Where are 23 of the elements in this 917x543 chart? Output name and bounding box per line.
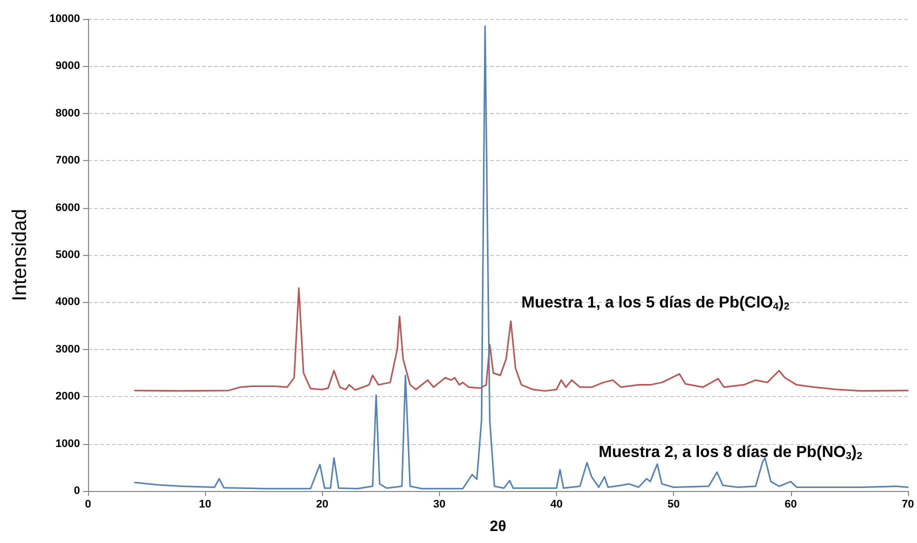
y-tick-label: 6000 xyxy=(56,202,80,214)
y-axis-title: Intensidad xyxy=(9,208,31,302)
x-tick-label: 60 xyxy=(784,498,797,510)
y-tick-label: 4000 xyxy=(56,296,80,308)
x-tick-label: 10 xyxy=(199,498,212,510)
y-tick-label: 1000 xyxy=(56,438,80,450)
y-tick-label: 3000 xyxy=(56,343,80,356)
x-tick-label: 20 xyxy=(316,498,328,510)
x-tick-label: 70 xyxy=(902,498,914,510)
x-tick-label: 30 xyxy=(433,498,446,510)
y-tick-label: 8000 xyxy=(56,107,80,120)
x-tick-label: 50 xyxy=(668,498,680,510)
x-tick-label: 0 xyxy=(84,498,92,510)
y-tick-label: 0 xyxy=(74,485,80,497)
y-tick-label: 7000 xyxy=(56,154,80,167)
line-series xyxy=(134,25,909,490)
y-tick-label: 9000 xyxy=(56,60,80,72)
y-tick-label: 2000 xyxy=(56,390,80,403)
y-tick-label: 5000 xyxy=(56,249,80,261)
line-series xyxy=(134,287,909,392)
y-tick-label: 10000 xyxy=(49,13,80,25)
x-axis-title: 2θ xyxy=(490,518,506,535)
x-tick-label: 40 xyxy=(550,498,563,510)
